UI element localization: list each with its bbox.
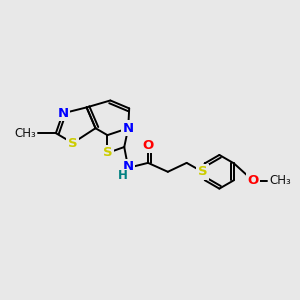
Text: N: N [123, 122, 134, 135]
Text: O: O [248, 174, 259, 187]
Text: N: N [123, 160, 134, 173]
Text: CH₃: CH₃ [269, 174, 291, 187]
Text: CH₃: CH₃ [14, 127, 36, 140]
Text: S: S [103, 146, 112, 160]
Text: S: S [68, 136, 77, 150]
Text: S: S [198, 165, 207, 178]
Text: O: O [142, 139, 154, 152]
Text: H: H [118, 169, 128, 182]
Text: N: N [57, 107, 68, 120]
